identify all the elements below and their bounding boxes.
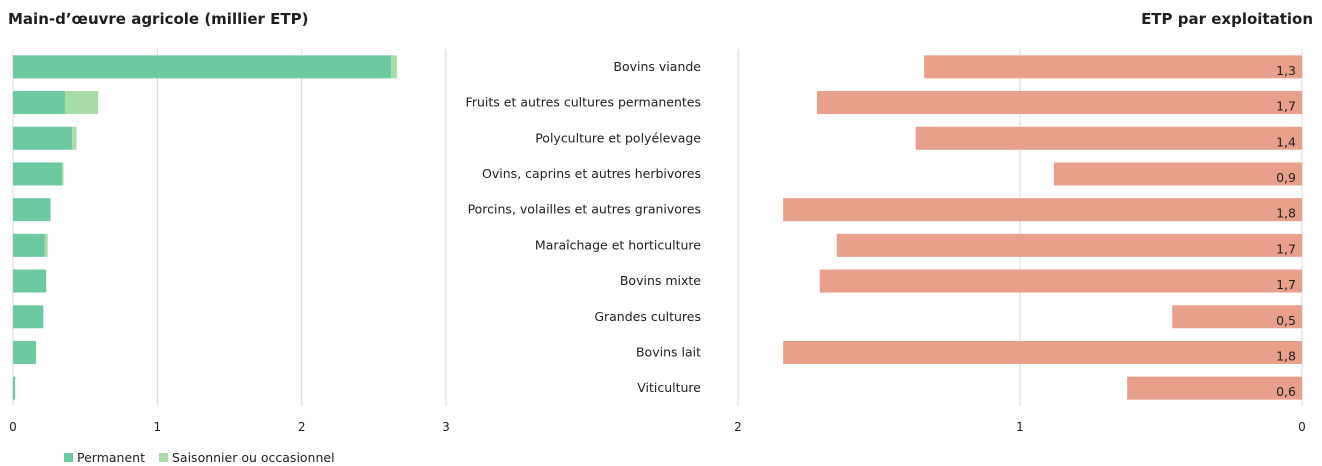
category-label: Polyculture et polyélevage — [535, 130, 701, 145]
right-bar-value-label: 0,9 — [1276, 170, 1296, 185]
left-bar-saisonnier — [391, 55, 397, 79]
left-bar-permanent — [13, 269, 47, 293]
right-bar — [819, 269, 1302, 293]
left-bar-saisonnier — [64, 91, 99, 115]
right-bar — [1053, 162, 1302, 186]
legend-swatch-saisonnier — [158, 453, 168, 462]
left-x-tick-label: 0 — [9, 420, 17, 434]
legend-label-saisonnier: Saisonnier ou occasionnel — [171, 450, 335, 465]
left-bar-saisonnier — [44, 233, 48, 257]
left-bar-saisonnier — [72, 126, 77, 150]
category-label: Bovins viande — [613, 59, 701, 74]
left-bar-permanent — [13, 91, 65, 115]
right-x-tick-label: 0 — [1298, 420, 1306, 434]
left-bar-permanent — [13, 162, 63, 186]
left-bar-permanent — [13, 305, 44, 329]
left-bar-permanent — [13, 126, 73, 150]
left-bar-permanent — [13, 198, 51, 222]
category-label: Fruits et autres cultures permanentes — [466, 95, 701, 110]
right-bar-value-label: 1,8 — [1276, 206, 1296, 221]
right-bar — [1172, 305, 1302, 329]
legend-swatch-permanent — [64, 453, 73, 462]
legend-item-permanent: Permanent — [64, 450, 145, 465]
category-label: Ovins, caprins et autres herbivores — [482, 166, 701, 181]
right-bar — [924, 55, 1302, 79]
right-bar — [915, 126, 1302, 150]
category-label: Bovins lait — [636, 344, 701, 359]
right-bar — [783, 198, 1302, 222]
category-label: Maraîchage et horticulture — [535, 237, 701, 252]
right-chart-title: ETP par exploitation — [1141, 10, 1313, 28]
left-x-tick-label: 2 — [298, 420, 306, 434]
right-bar — [1127, 376, 1302, 400]
right-bar-value-label: 1,7 — [1276, 277, 1296, 292]
right-x-tick-label: 2 — [734, 420, 742, 434]
legend-label-permanent: Permanent — [77, 450, 145, 465]
legend-item-saisonnier: Saisonnier ou occasionnel — [158, 450, 335, 465]
left-bar-saisonnier — [62, 162, 64, 186]
left-bar-permanent — [13, 376, 16, 400]
right-bar — [836, 233, 1302, 257]
left-bar-permanent — [13, 233, 45, 257]
right-bar-value-label: 1,7 — [1276, 241, 1296, 256]
right-bar — [816, 91, 1302, 115]
left-bar-permanent — [13, 340, 37, 364]
category-label: Bovins mixte — [620, 273, 701, 288]
right-bar-value-label: 1,3 — [1276, 63, 1296, 78]
left-bar-permanent — [13, 55, 392, 79]
category-label: Grandes cultures — [594, 309, 701, 324]
left-x-tick-label: 3 — [442, 420, 450, 434]
right-bar — [783, 340, 1302, 364]
category-label: Porcins, volailles et autres granivores — [468, 202, 701, 217]
category-label: Viticulture — [637, 380, 701, 395]
right-bar-value-label: 1,8 — [1276, 348, 1296, 363]
right-x-tick-label: 1 — [1016, 420, 1024, 434]
left-x-tick-label: 1 — [154, 420, 162, 434]
right-bar-value-label: 0,5 — [1276, 313, 1296, 328]
right-bar-value-label: 1,4 — [1276, 134, 1296, 149]
right-bar-value-label: 1,7 — [1276, 99, 1296, 114]
right-bar-value-label: 0,6 — [1276, 384, 1296, 399]
left-chart-title: Main-d’œuvre agricole (millier ETP) — [8, 10, 309, 28]
legend: Permanent Saisonnier ou occasionnel — [64, 450, 335, 465]
